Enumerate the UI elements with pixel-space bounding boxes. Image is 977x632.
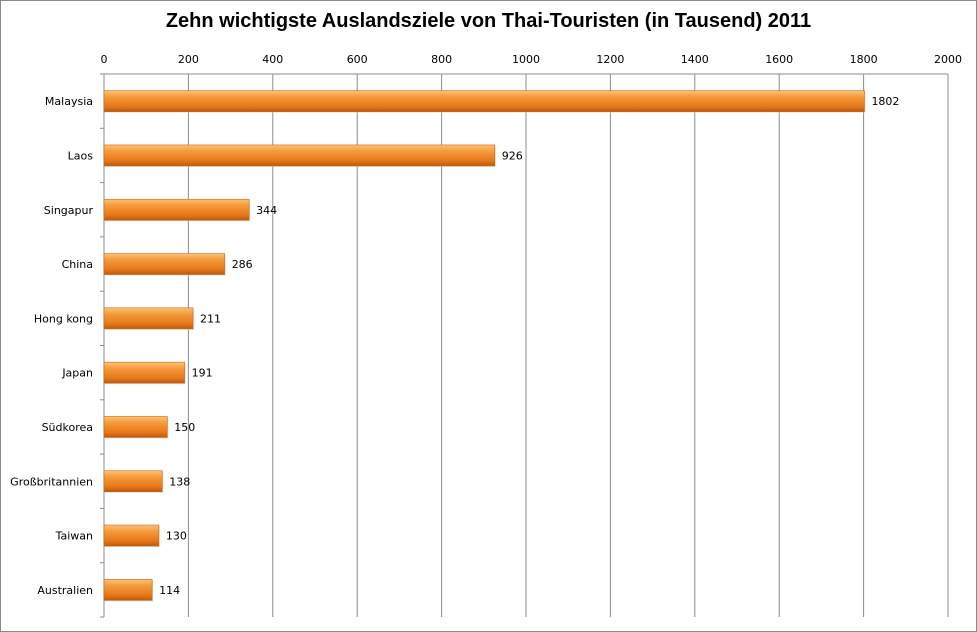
data-label: 130: [166, 530, 187, 543]
x-tick-label: 600: [347, 53, 368, 66]
bar: [103, 307, 194, 330]
bar: [103, 524, 160, 547]
data-label: 286: [232, 258, 253, 271]
x-tick-label: 2000: [934, 53, 962, 66]
bar: [103, 144, 496, 167]
x-tick-label: 1600: [765, 53, 793, 66]
data-label: 344: [256, 204, 277, 217]
category-label: Großbritannien: [10, 475, 93, 488]
x-tick-label: 0: [101, 53, 108, 66]
x-tick-label: 1200: [596, 53, 624, 66]
bar: [103, 253, 225, 275]
data-label: 1802: [871, 95, 899, 108]
data-label: 926: [502, 149, 523, 162]
category-label: Singapur: [44, 204, 94, 217]
x-tick-label: 1000: [512, 53, 540, 66]
bar: [103, 90, 865, 112]
data-label: 150: [174, 421, 195, 434]
category-label: Südkorea: [42, 421, 93, 434]
data-label: 191: [192, 367, 213, 380]
data-label: 211: [200, 312, 221, 325]
chart-title: Zehn wichtigste Auslandsziele von Thai-T…: [165, 10, 812, 32]
bar: [103, 416, 168, 438]
data-label: 114: [159, 584, 180, 597]
category-label: Japan: [61, 367, 93, 380]
bar: [103, 198, 250, 221]
category-label: Malaysia: [45, 95, 93, 108]
x-tick-label: 1400: [681, 53, 709, 66]
category-label: Australien: [37, 584, 93, 597]
bar: [103, 470, 163, 493]
data-label: 138: [169, 475, 190, 488]
x-tick-label: 200: [178, 53, 199, 66]
category-label: Taiwan: [55, 530, 93, 543]
category-label: Hong kong: [34, 312, 93, 325]
bar: [103, 361, 185, 384]
category-label: China: [62, 258, 93, 271]
category-label: Laos: [68, 149, 94, 162]
x-tick-label: 400: [262, 53, 283, 66]
x-tick-label: 1800: [850, 53, 878, 66]
x-tick-label: 800: [431, 53, 452, 66]
bar: [103, 579, 153, 601]
